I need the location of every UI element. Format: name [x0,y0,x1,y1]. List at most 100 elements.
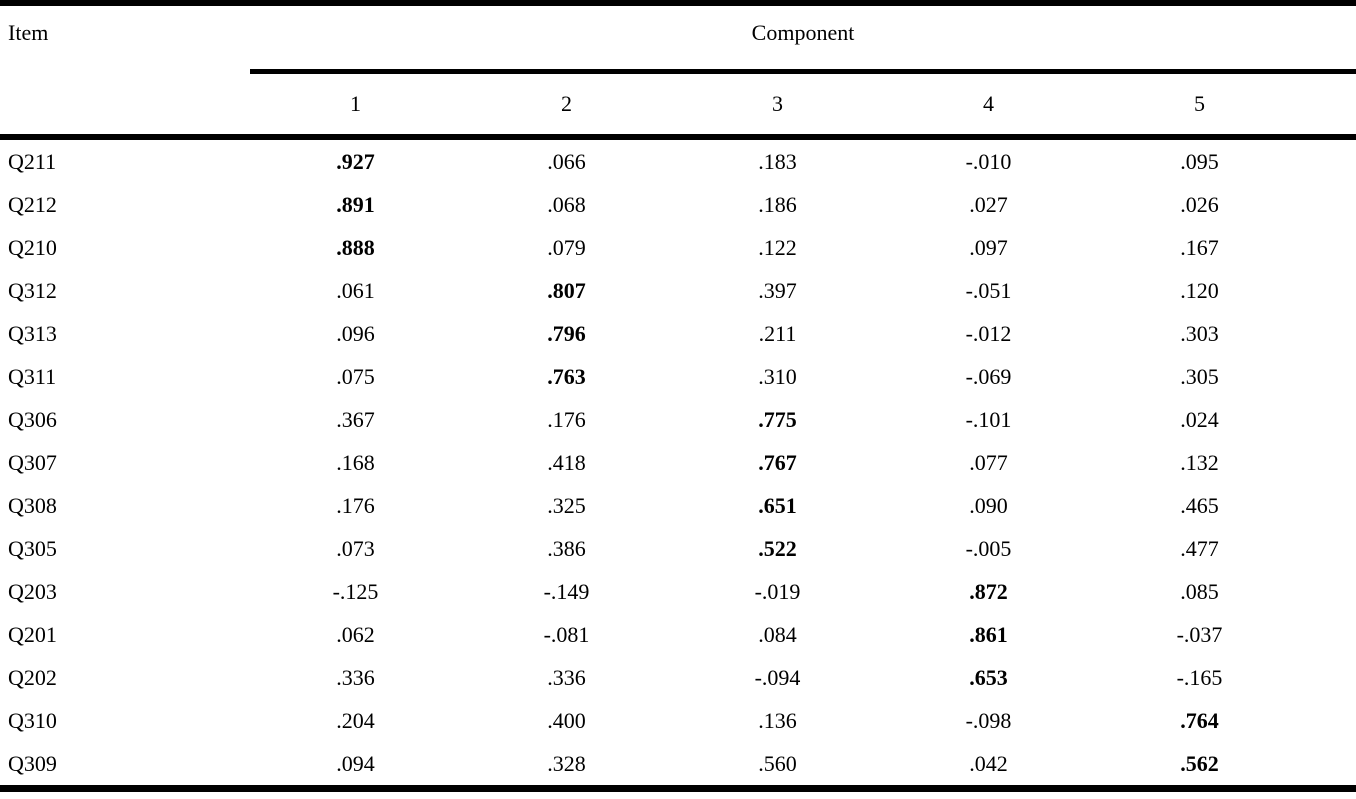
spacer-cell [1305,527,1356,570]
table-row: Q203 -.125 -.149 -.019 .872 .085 [0,570,1356,613]
loading-value: .764 [1180,707,1219,733]
loading-value: .211 [758,320,797,346]
loading-value: -.165 [1176,664,1223,690]
loading-value: .336 [336,664,375,690]
loading-value: .397 [758,277,797,303]
loading-value: .386 [547,535,586,561]
spacer-cell [1305,742,1356,792]
table-row: Q202 .336 .336 -.094 .653 -.165 [0,656,1356,699]
row-item-label: Q309 [0,742,250,792]
row-item-label: Q201 [8,621,57,647]
loading-value: .095 [1180,148,1219,174]
loading-value: -.081 [543,621,590,647]
loading-value: .068 [547,191,586,217]
loading-value: .336 [547,664,586,690]
row-item-label: Q212 [8,191,57,217]
spacer-cell [1305,570,1356,613]
loading-value: .861 [969,621,1008,647]
table-row: Q307 .168 .418 .767 .077 .132 [0,441,1356,484]
spacer-cell [1305,398,1356,441]
loading-value: .367 [336,406,375,432]
loading-value: .136 [758,707,797,733]
loading-value: .073 [336,535,375,561]
loading-value: -.101 [965,406,1012,432]
loading-value: .872 [969,578,1008,604]
loading-value: .927 [336,148,375,174]
loading-value: .176 [547,406,586,432]
component-column-header: 2 [461,71,672,140]
table-body: Q211 .927 .066 .183 -.010 .095 Q212 .891 .068 .18… [0,137,1356,792]
spacer-cell [1305,226,1356,269]
loading-value: .122 [758,234,797,260]
loading-value: .653 [969,664,1008,690]
item-column-header: Item [0,3,250,140]
loading-value: .204 [336,707,375,733]
loading-value: -.125 [332,578,379,604]
loading-value: -.012 [965,320,1012,346]
table-row: Q201 .062 -.081 .084 .861 -.037 [0,613,1356,656]
loading-value: .310 [758,363,797,389]
spacer-cell [1305,613,1356,656]
row-item-label: Q307 [8,449,57,475]
table-row: Q306 .367 .176 .775 -.101 .024 [0,398,1356,441]
table-row: Q212 .891 .068 .186 .027 .026 [0,183,1356,226]
loading-value: .120 [1180,277,1219,303]
loading-value: -.051 [965,277,1012,303]
loading-value: .024 [1180,406,1219,432]
loading-value: .027 [969,191,1008,217]
component-column-header: 1 [250,71,461,140]
loading-value: .168 [336,449,375,475]
loading-value: .062 [336,621,375,647]
row-item-label: Q313 [8,320,57,346]
component-column-header: 4 [883,71,1094,140]
loading-value: .522 [758,535,797,561]
loading-value: .763 [547,363,586,389]
component-group-header: Component [250,3,1356,74]
loading-value: .891 [336,191,375,217]
loading-value: .418 [547,449,586,475]
row-item-label: Q203 [8,578,57,604]
spacer-cell [1305,183,1356,226]
loading-value: .094 [250,742,461,792]
spacer-cell [1305,355,1356,398]
loading-value: .167 [1180,234,1219,260]
row-item-label: Q210 [8,234,57,260]
group-header-row: Item Component [0,3,1356,140]
loading-value: .767 [758,449,797,475]
loading-value: .807 [547,277,586,303]
component-column-header: 3 [672,71,883,140]
loading-value: .075 [336,363,375,389]
row-item-label: Q211 [8,148,57,174]
table-row: Q305 .073 .386 .522 -.005 .477 [0,527,1356,570]
loading-value: .026 [1180,191,1219,217]
loading-value: .328 [461,742,672,792]
loading-value: -.094 [754,664,801,690]
loading-value: .477 [1180,535,1219,561]
loading-value: .084 [758,621,797,647]
spacer-cell [1305,656,1356,699]
loading-value: .096 [336,320,375,346]
loading-value: .888 [336,234,375,260]
loading-value: .079 [547,234,586,260]
table-row: Q211 .927 .066 .183 -.010 .095 [0,137,1356,183]
loading-value: .775 [758,406,797,432]
loading-value: .303 [1180,320,1219,346]
loading-value: -.069 [965,363,1012,389]
spacer-cell [1305,137,1356,183]
row-item-label: Q312 [8,277,57,303]
row-item-label: Q308 [8,492,57,518]
spacer-cell [1305,699,1356,742]
loading-value: -.037 [1176,621,1223,647]
loading-value: -.149 [543,578,590,604]
loading-value: -.098 [965,707,1012,733]
loading-value: .400 [547,707,586,733]
loading-value: .560 [672,742,883,792]
spacer-cell [1305,484,1356,527]
loading-value: .090 [969,492,1008,518]
loading-value: -.019 [754,578,801,604]
loading-value: .183 [758,148,797,174]
row-item-label: Q305 [8,535,57,561]
loading-value: .097 [969,234,1008,260]
